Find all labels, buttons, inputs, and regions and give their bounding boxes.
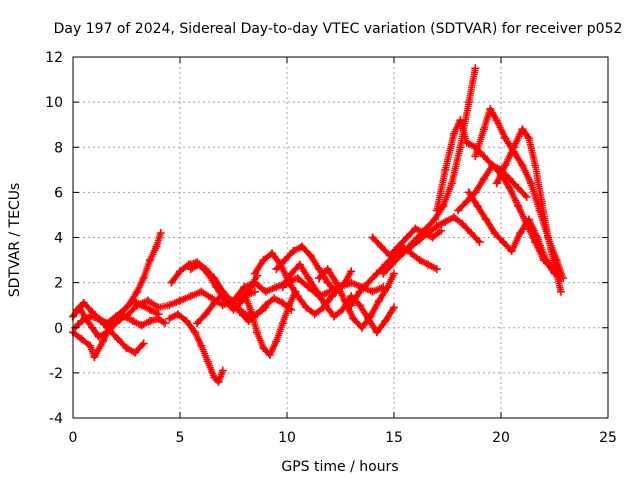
y-tick-label: 0 bbox=[54, 321, 63, 337]
series-track-16 bbox=[347, 243, 439, 309]
series-track-19 bbox=[390, 213, 482, 264]
data-point bbox=[250, 287, 259, 296]
x-axis-label: GPS time / hours bbox=[281, 459, 398, 475]
chart-title: Day 197 of 2024, Sidereal Day-to-day VTE… bbox=[54, 21, 623, 37]
y-tick-label: -4 bbox=[49, 411, 63, 427]
y-tick-label: 12 bbox=[45, 50, 63, 66]
data-point bbox=[347, 267, 356, 276]
x-tick-label: 15 bbox=[385, 430, 403, 446]
y-tick-label: -2 bbox=[49, 366, 63, 382]
y-axis-label: SDTVAR / TECUs bbox=[7, 183, 23, 298]
y-tick-label: 2 bbox=[54, 276, 63, 292]
series-track-11 bbox=[240, 290, 299, 359]
y-tick-label: 6 bbox=[54, 185, 63, 201]
y-tick-label: 8 bbox=[54, 140, 63, 156]
series-track-04 bbox=[73, 299, 146, 357]
x-tick-label: 25 bbox=[599, 430, 617, 446]
x-tick-label: 10 bbox=[278, 430, 296, 446]
data-point bbox=[154, 310, 163, 319]
series-track-06 bbox=[165, 310, 226, 386]
series-track-18 bbox=[379, 66, 479, 278]
series-track-09 bbox=[193, 290, 294, 327]
data-point bbox=[432, 265, 441, 274]
series-track-02 bbox=[69, 231, 164, 361]
series-track-24 bbox=[465, 188, 557, 276]
series-track-15 bbox=[315, 265, 397, 332]
data-point bbox=[390, 269, 398, 278]
x-tick-label: 5 bbox=[176, 430, 185, 446]
series-track-23 bbox=[493, 125, 564, 294]
x-tick-label: 0 bbox=[69, 430, 78, 446]
y-tick-label: 4 bbox=[54, 231, 63, 247]
y-tick-label: 10 bbox=[45, 95, 63, 111]
series-track-13 bbox=[272, 243, 354, 296]
x-tick-label: 20 bbox=[492, 430, 510, 446]
